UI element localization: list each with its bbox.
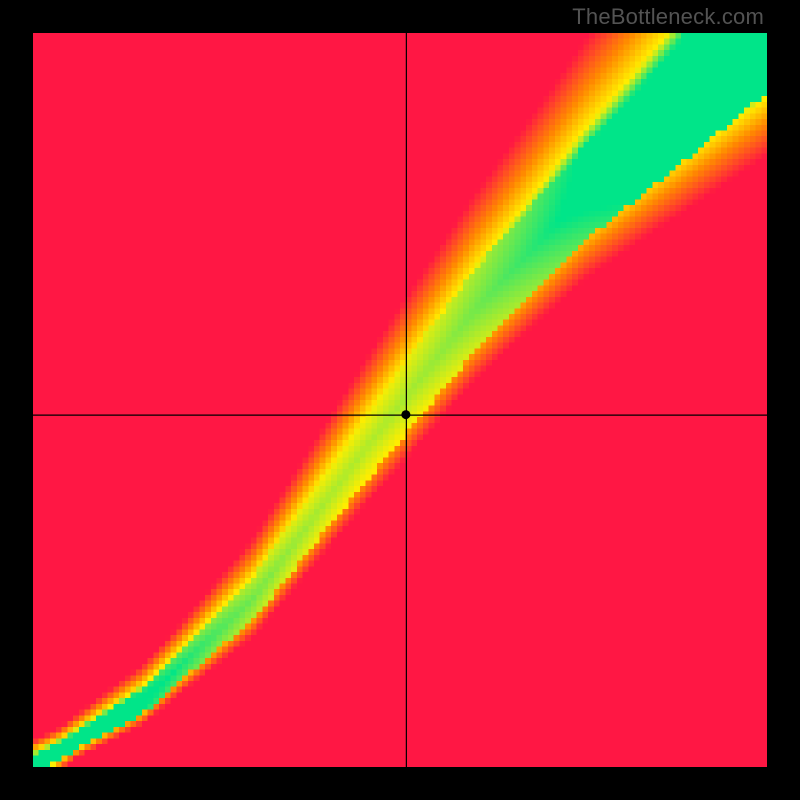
chart-frame: TheBottleneck.com: [0, 0, 800, 800]
crosshair-overlay: [0, 0, 800, 800]
